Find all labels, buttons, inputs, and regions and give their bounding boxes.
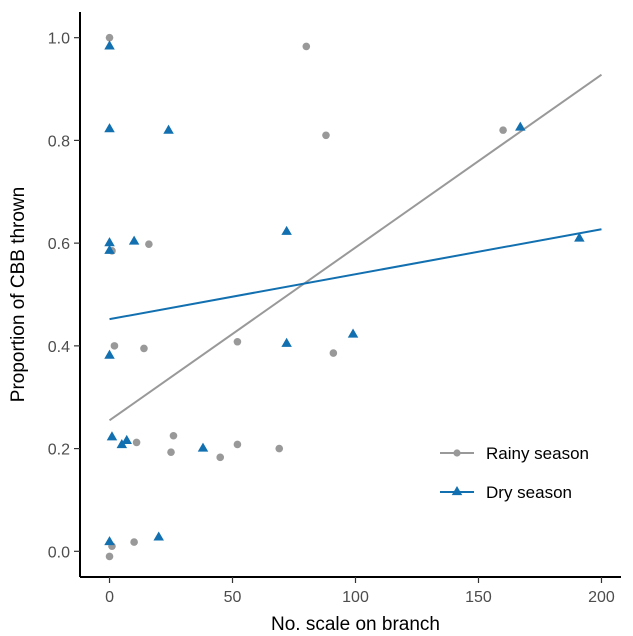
x-axis-title: No. scale on branch [271, 614, 440, 635]
y-axis-ticks: 0.0 0.2 0.4 0.6 0.8 1.0 [48, 31, 80, 561]
rainy-point [216, 453, 225, 462]
x-tick-label: 200 [588, 589, 615, 606]
y-tick-label: 0.0 [48, 544, 70, 561]
dry-point [163, 124, 174, 134]
dry-point [574, 232, 585, 242]
legend-item-rainy: Rainy season [440, 444, 589, 463]
dry-point [104, 536, 115, 546]
rainy-point [105, 552, 114, 561]
x-axis-ticks: 0 50 100 150 200 [105, 577, 615, 606]
dry-point [104, 244, 115, 254]
dry-point [197, 442, 209, 452]
y-tick-label: 0.2 [48, 442, 70, 459]
rainy-point [275, 444, 284, 453]
x-tick-label: 100 [342, 589, 369, 606]
dry-point [104, 237, 115, 247]
rainy-point [169, 431, 178, 440]
y-tick-label: 0.4 [48, 339, 70, 356]
dry-point [153, 531, 164, 541]
legend-key-marker [451, 485, 463, 496]
legend: Rainy season Dry season [440, 444, 589, 502]
legend-key-marker [453, 449, 461, 457]
rainy-point [145, 240, 153, 248]
rainy-point [105, 33, 114, 42]
dry-point [347, 328, 359, 338]
dry-point [281, 225, 292, 235]
dry-point [104, 349, 115, 359]
y-axis-title: Proportion of CBB thrown [8, 187, 29, 402]
legend-label: Rainy season [486, 444, 589, 463]
dry-point [515, 121, 526, 131]
rainy-fit-line [108, 73, 603, 422]
rainy-point [329, 349, 338, 357]
rainy-point [167, 448, 175, 456]
y-tick-label: 0.6 [48, 236, 70, 253]
rainy-point [110, 342, 119, 350]
rainy-point [140, 344, 148, 353]
rainy-point [302, 42, 311, 51]
dry-fit-line [109, 228, 602, 321]
rainy-point [499, 126, 507, 134]
plot-area [104, 33, 603, 561]
dry-point [104, 40, 115, 50]
rainy-point [130, 538, 138, 546]
legend-item-dry: Dry season [440, 483, 572, 502]
x-tick-label: 50 [224, 589, 242, 606]
rainy-point [322, 131, 330, 140]
dry-point [128, 235, 140, 245]
dry-point [104, 123, 115, 133]
rainy-point [233, 440, 242, 449]
y-tick-label: 0.8 [48, 133, 70, 150]
y-tick-label: 1.0 [48, 31, 70, 48]
x-tick-label: 0 [105, 589, 114, 606]
dry-point [106, 431, 118, 441]
dry-point [121, 434, 132, 444]
legend-label: Dry season [486, 483, 572, 502]
rainy-point [233, 337, 242, 346]
rainy-point [132, 438, 141, 447]
dry-point [281, 337, 292, 347]
x-tick-label: 150 [465, 589, 492, 606]
